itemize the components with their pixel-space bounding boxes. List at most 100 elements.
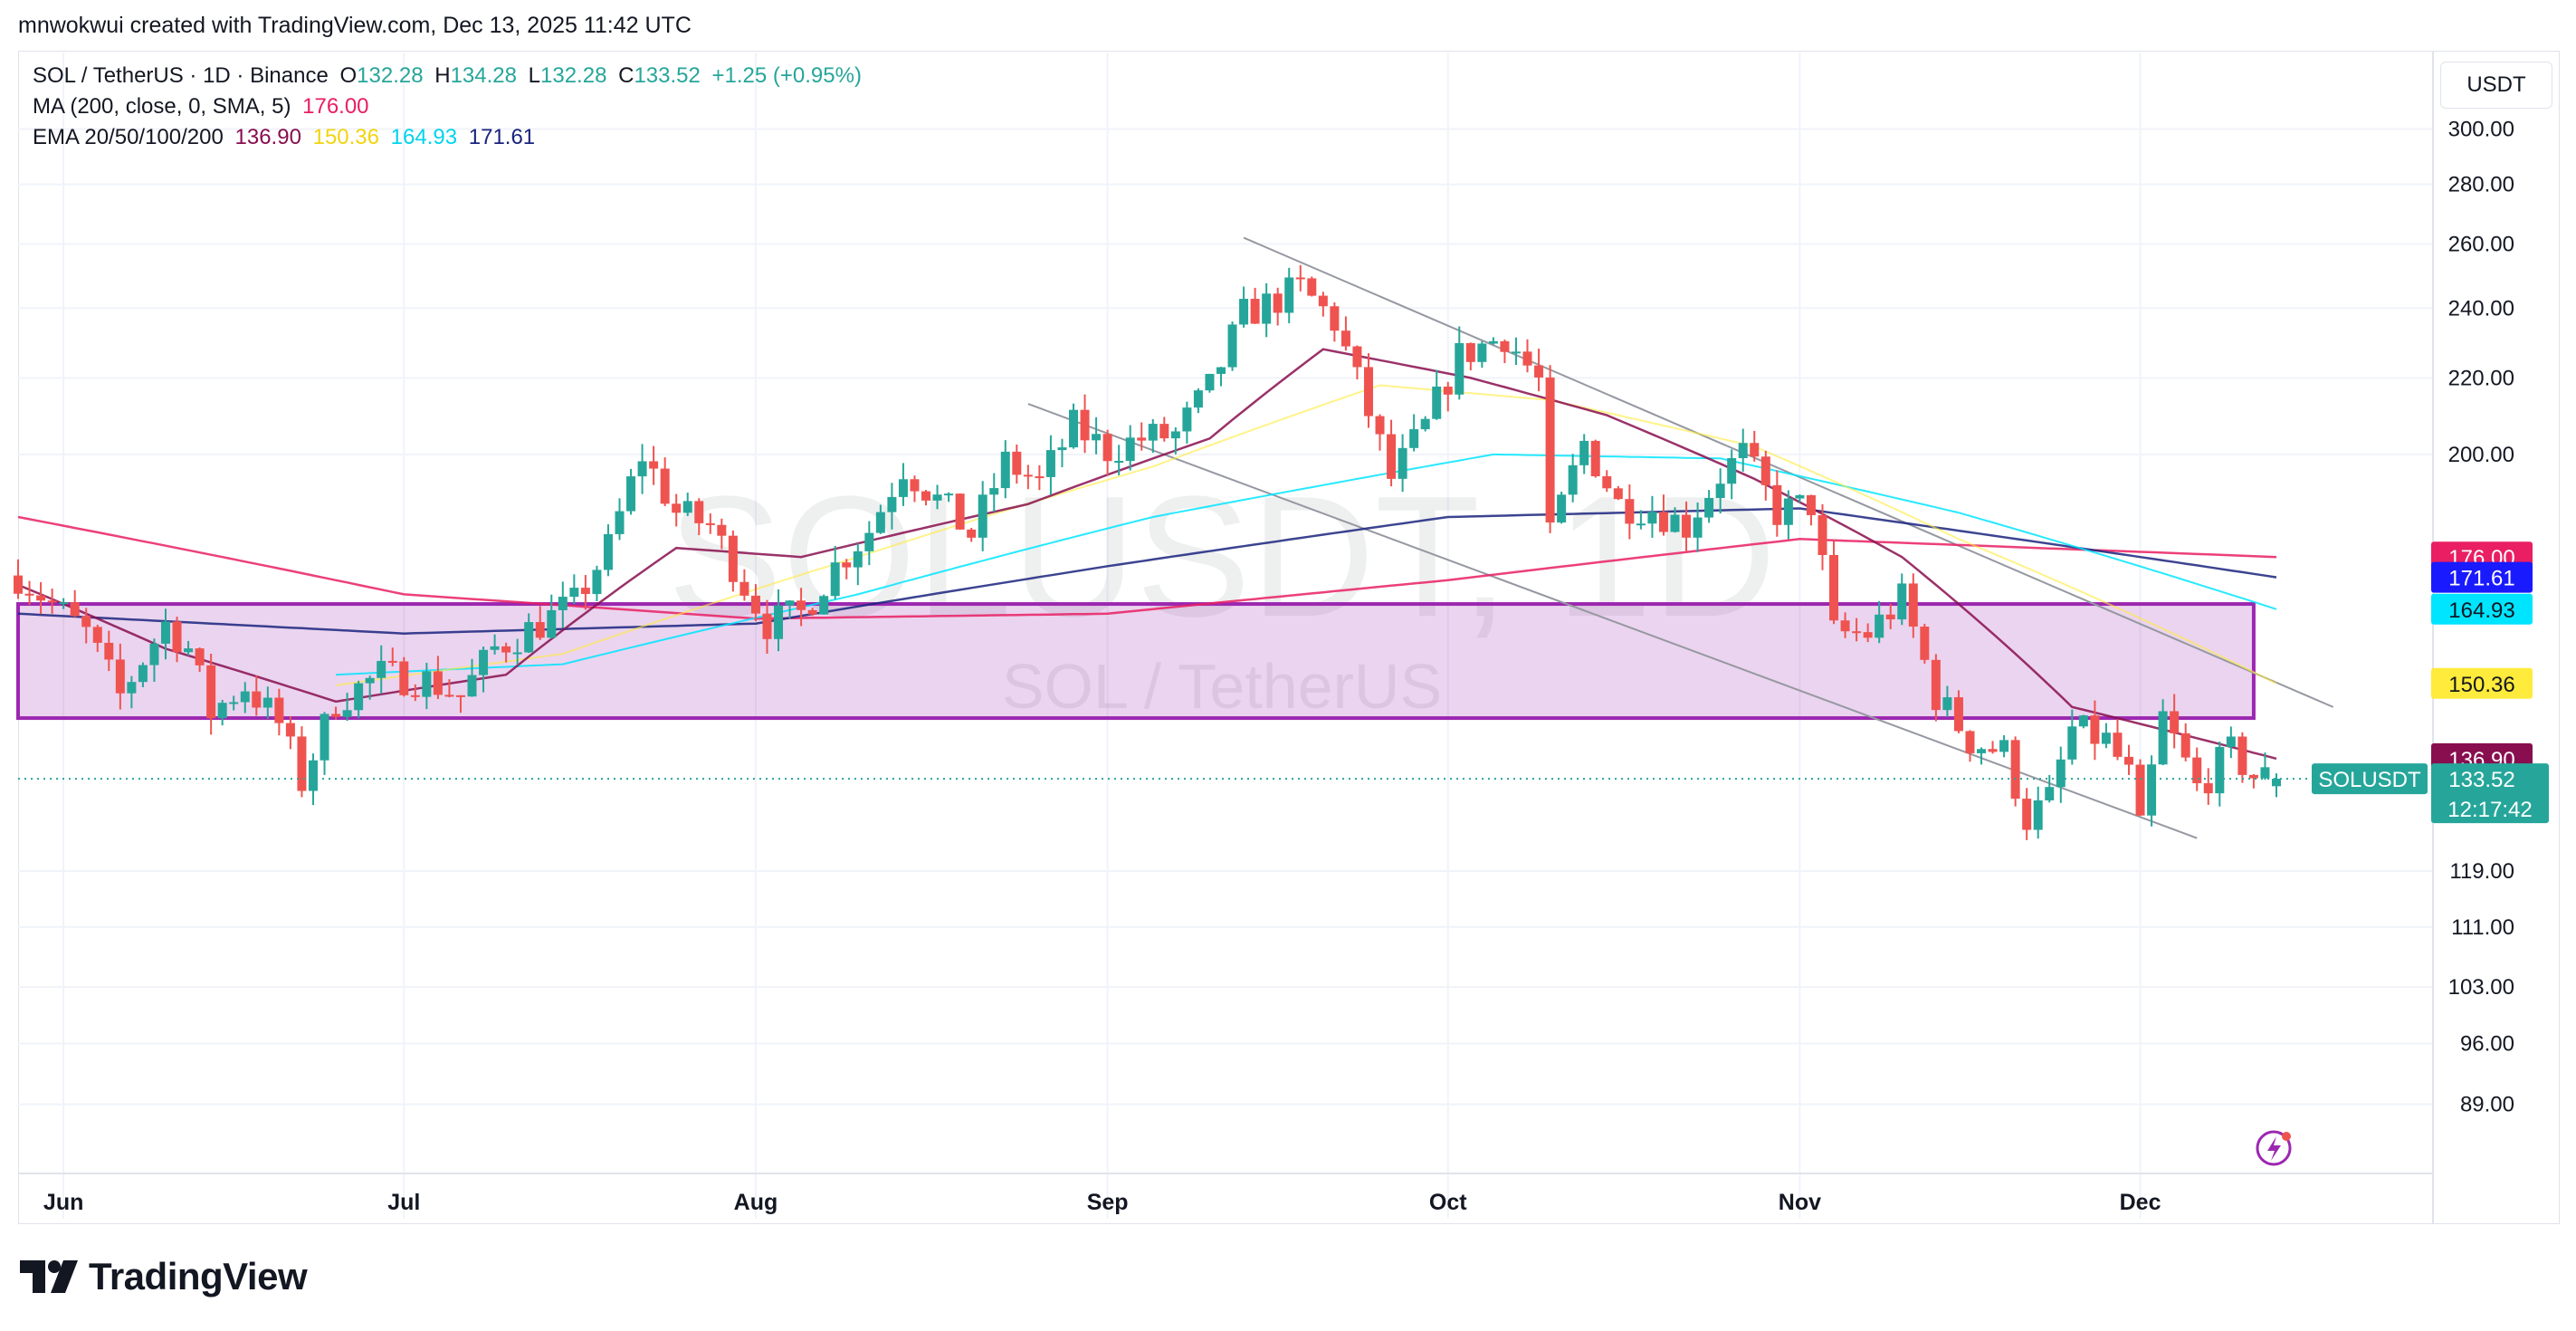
candle-down	[1295, 277, 1305, 280]
candle-up	[978, 494, 987, 538]
candle-down	[1035, 476, 1045, 479]
candle-up	[682, 501, 692, 513]
low-value: 132.28	[540, 63, 607, 88]
candle-down	[14, 575, 23, 594]
candle-up	[1193, 390, 1203, 408]
last-price-tag: 133.52	[2448, 768, 2514, 792]
ma-label: MA (200, close, 0, SMA, 5)	[33, 94, 291, 119]
candle-up	[1999, 740, 2009, 752]
price-tick-label: 220.00	[2448, 366, 2514, 390]
candle-up	[1170, 431, 1180, 439]
candle-up	[1875, 614, 1884, 638]
time-tick-label: Sep	[1087, 1190, 1129, 1215]
ema20-value: 136.90	[234, 125, 301, 149]
ema20-line	[17, 348, 2277, 761]
candle-down	[331, 713, 341, 717]
candle-up	[1239, 299, 1249, 325]
candle-down	[297, 736, 307, 791]
candle-down	[1137, 437, 1147, 441]
price-tick-label: 300.00	[2448, 117, 2514, 141]
high-value: 134.28	[450, 63, 517, 88]
candle-up	[569, 588, 579, 598]
candle-up	[342, 710, 352, 717]
candle-up	[1670, 514, 1680, 532]
candle-up	[1795, 494, 1805, 499]
candle-up	[127, 682, 137, 694]
candle-up	[830, 562, 840, 597]
candle-down	[660, 468, 670, 504]
ma-legend[interactable]: MA (200, close, 0, SMA, 5) 176.00	[33, 94, 375, 120]
candle-down	[1387, 434, 1397, 479]
candle-up	[149, 643, 159, 666]
currency-button[interactable]: USDT	[2440, 62, 2552, 109]
candle-up	[422, 671, 432, 697]
price-axis-label-bg	[2431, 561, 2533, 593]
candle-up	[1727, 457, 1737, 484]
candle-up	[262, 697, 272, 708]
ema100-value: 164.93	[390, 125, 458, 149]
candle-down	[1953, 697, 1963, 732]
candle-down	[672, 503, 682, 513]
candle-up	[1148, 424, 1158, 441]
time-tick-label: Aug	[734, 1190, 778, 1215]
candle-down	[1840, 620, 1850, 632]
candle-down	[433, 671, 443, 695]
candle-down	[1920, 627, 1930, 660]
price-tick-label: 96.00	[2460, 1031, 2514, 1056]
candle-up	[932, 494, 942, 501]
candle-up	[160, 621, 170, 644]
candle-up	[853, 551, 863, 568]
candle-up	[1092, 434, 1102, 441]
close-value: 133.52	[634, 63, 701, 88]
price-tick-label: 103.00	[2448, 975, 2514, 1000]
candle-up	[1216, 367, 1226, 374]
candle-up	[774, 605, 784, 639]
symbol-tag: SOLUSDT	[2318, 768, 2421, 792]
candle-down	[1931, 659, 1941, 711]
price-tick-label: 111.00	[2451, 915, 2514, 940]
candle-down	[762, 613, 772, 639]
candle-up	[479, 649, 489, 675]
tradingview-logo[interactable]: TradingView	[20, 1255, 308, 1298]
candle-up	[1738, 443, 1748, 458]
candle-up	[229, 702, 239, 704]
price-axis-label-bg	[2431, 667, 2533, 699]
candle-up	[615, 511, 625, 534]
lightning-icon-ring	[2256, 1130, 2292, 1166]
candle-up	[1455, 342, 1465, 395]
candle-down	[1375, 416, 1385, 435]
candle-down	[1829, 554, 1839, 621]
watermark-name: SOL / TetherUS	[1002, 651, 1442, 722]
ema-legend[interactable]: EMA 20/50/100/200 136.90 150.36 164.93 1…	[33, 125, 540, 150]
candle-up	[1942, 697, 1952, 711]
symbol-tag-bg	[2312, 763, 2428, 795]
price-tick-label: 89.00	[2460, 1093, 2514, 1117]
price-tick-label: 200.00	[2448, 443, 2514, 467]
candle-up	[1579, 440, 1589, 465]
lightning-icon[interactable]	[2256, 1130, 2292, 1166]
candle-up	[558, 597, 568, 610]
candle-down	[1806, 494, 1816, 515]
candle-down	[1318, 295, 1328, 307]
candle-up	[592, 570, 602, 595]
candle-down	[739, 581, 749, 596]
candle-down	[206, 665, 216, 719]
candle-up	[2226, 736, 2236, 747]
candle-up	[2078, 715, 2088, 727]
candle-down	[1080, 409, 1090, 441]
candle-down	[410, 694, 420, 697]
ma200-line	[17, 515, 2277, 620]
candle-down	[455, 694, 465, 697]
candle-up	[217, 703, 227, 719]
candle-up	[2147, 764, 2157, 816]
change-value: +1.25 (+0.95%)	[711, 63, 862, 88]
candle-up	[2158, 711, 2168, 765]
candle-down	[580, 588, 590, 595]
candle-down	[1885, 614, 1895, 620]
candle-down	[501, 646, 511, 653]
candle-up	[1715, 484, 1725, 499]
candle-up	[1262, 293, 1272, 324]
candle-down	[1330, 306, 1340, 331]
candle-down	[1250, 299, 1260, 324]
